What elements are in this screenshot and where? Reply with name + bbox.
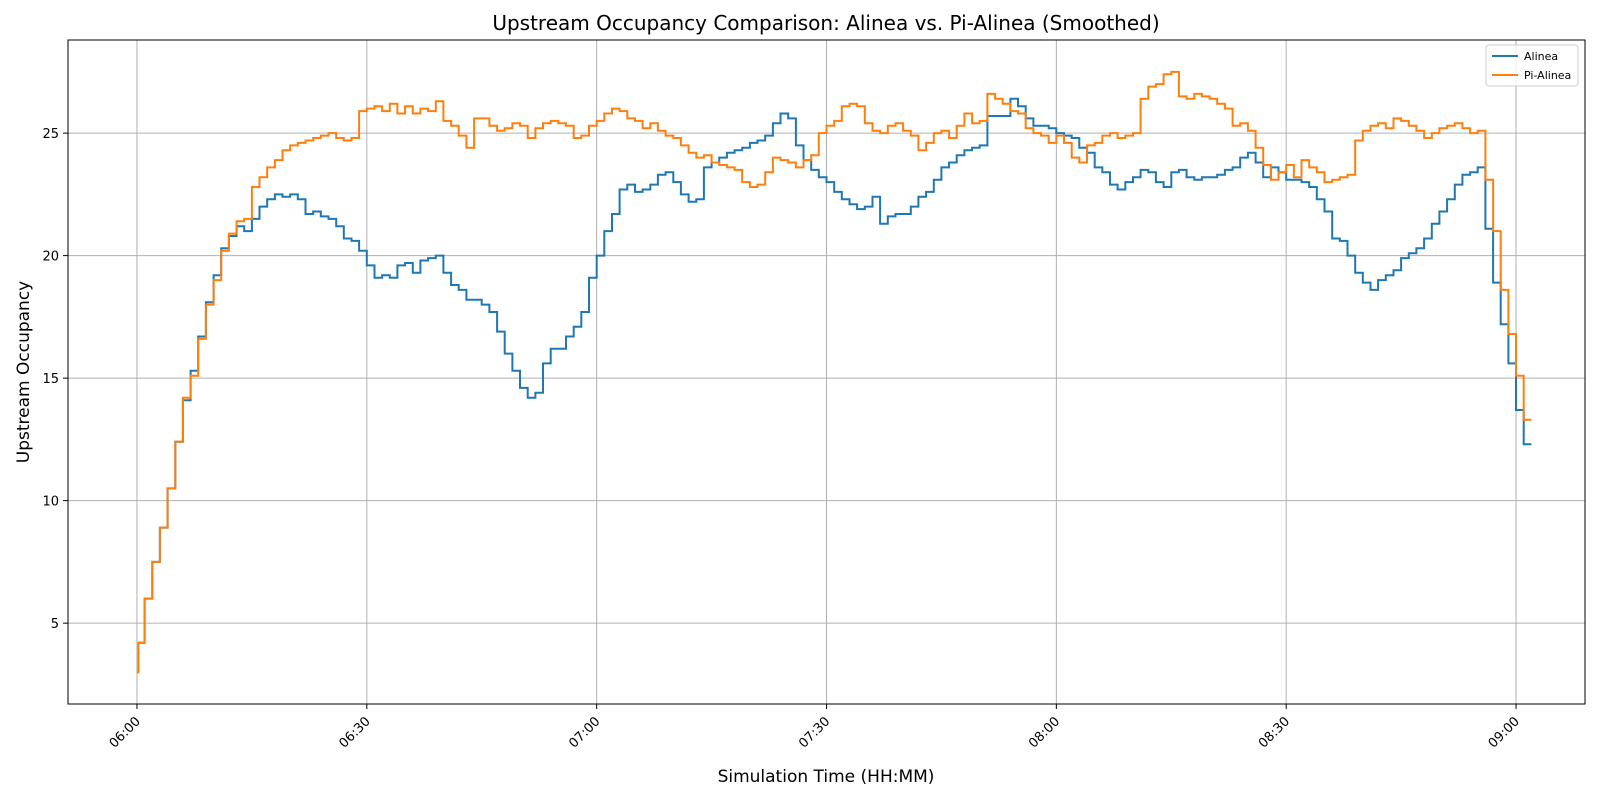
series-line-alinea bbox=[137, 97, 1532, 674]
y-axis: 5 10 15 20 25 bbox=[42, 127, 68, 632]
series-line-pi-alinea bbox=[137, 70, 1532, 674]
y-tick-label: 15 bbox=[42, 372, 59, 387]
legend-label-pi-alinea: Pi-Alinea bbox=[1524, 69, 1571, 82]
series-lines bbox=[137, 70, 1532, 674]
legend: Alinea Pi-Alinea bbox=[1485, 44, 1579, 87]
x-axis-label: Simulation Time (HH:MM) bbox=[718, 767, 935, 787]
y-axis-label: Upstream Occupancy bbox=[14, 281, 34, 463]
y-tick-label: 5 bbox=[51, 617, 59, 632]
legend-label-alinea: Alinea bbox=[1524, 50, 1558, 63]
y-tick-label: 20 bbox=[42, 250, 59, 265]
chart-title: Upstream Occupancy Comparison: Alinea vs… bbox=[492, 11, 1159, 35]
y-tick-label: 25 bbox=[42, 127, 59, 142]
y-tick-label: 10 bbox=[42, 495, 59, 510]
grid bbox=[68, 40, 1585, 704]
